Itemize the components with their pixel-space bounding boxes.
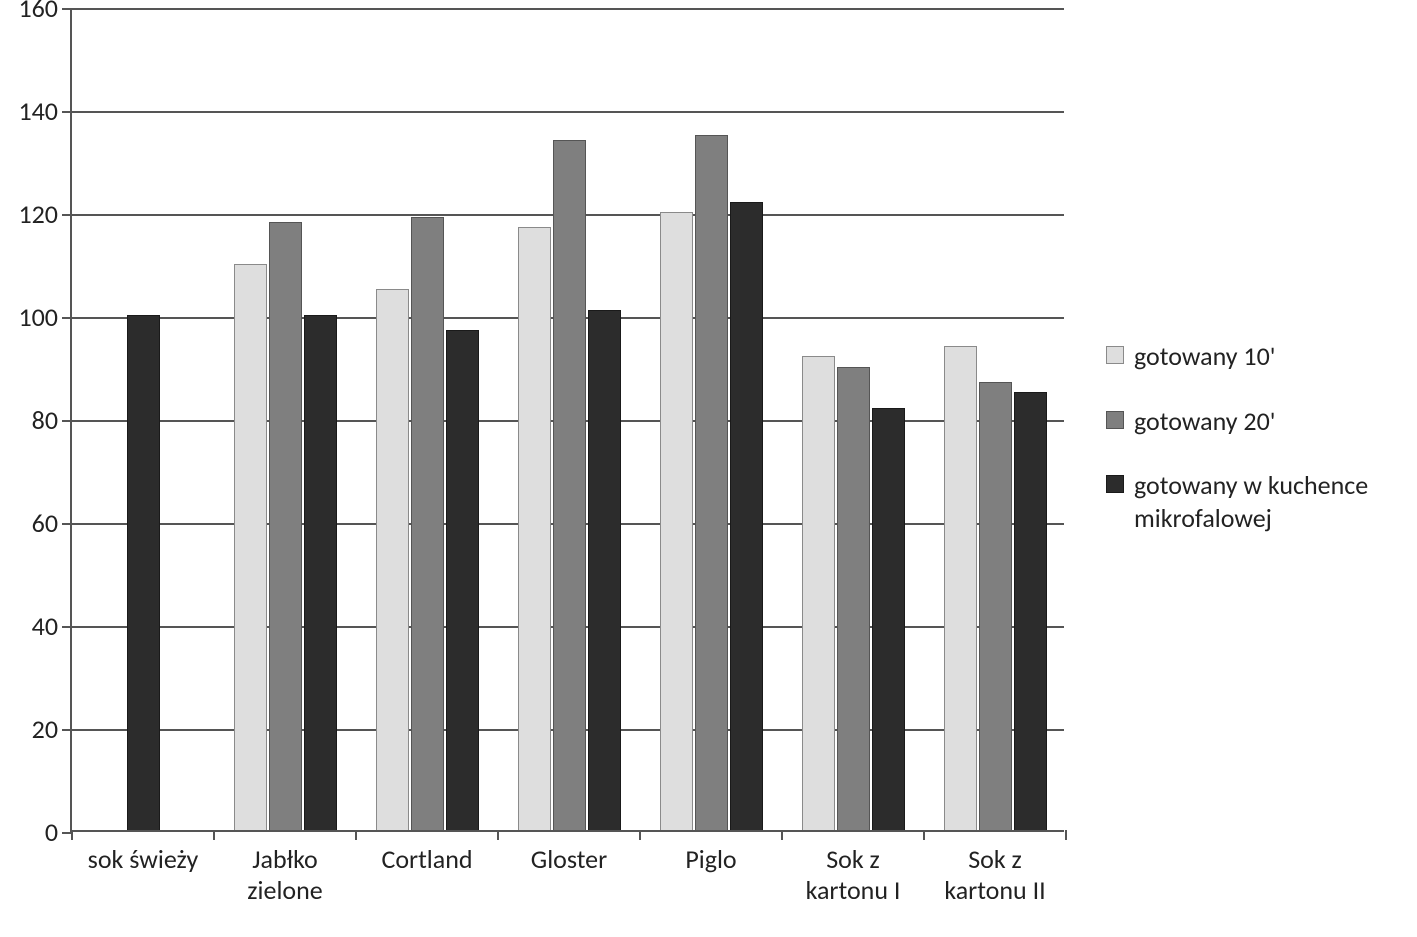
bar-sok_kartonu_1-g20	[837, 367, 870, 831]
y-tick-mark	[62, 214, 72, 216]
legend-item-g10: gotowany 10'	[1106, 340, 1396, 373]
bar-gloster-micro	[588, 310, 621, 830]
x-category-label: Sok zkartonu II	[924, 844, 1066, 906]
y-tick-mark	[62, 420, 72, 422]
y-tick-mark	[62, 626, 72, 628]
legend-item-g20: gotowany 20'	[1106, 405, 1396, 438]
bar-piglo-g20	[695, 135, 728, 830]
bar-chart: 0 20 40 60 80 100 120 140 160 sok świeżyJabłkozie…	[0, 0, 1417, 937]
bar-cortland-g10	[376, 289, 409, 830]
y-tick-label: 100	[18, 301, 58, 333]
plot-area: 020406080100120140160sok świeżyJabłkozie…	[70, 8, 1064, 832]
bar-piglo-micro	[730, 202, 763, 830]
bar-jablko_zielone-g20	[269, 222, 302, 830]
y-tick-label: 140	[18, 95, 58, 127]
gridline	[72, 8, 1064, 10]
y-tick-label: 60	[32, 507, 58, 539]
y-tick-label: 160	[18, 0, 58, 24]
y-tick-label: 120	[18, 198, 58, 230]
bar-sok_kartonu_2-micro	[1014, 392, 1047, 830]
y-tick-label: 40	[32, 610, 58, 642]
legend: gotowany 10' gotowany 20' gotowany w kuche…	[1106, 340, 1396, 566]
y-tick-label: 0	[45, 816, 58, 848]
x-category-label: Sok zkartonu I	[782, 844, 924, 906]
bar-jablko_zielone-g10	[234, 264, 267, 831]
legend-swatch	[1106, 411, 1124, 429]
legend-label: gotowany w kuchence mikrofalowej	[1134, 469, 1392, 534]
bar-gloster-g10	[518, 227, 551, 830]
x-category-label: Piglo	[640, 844, 782, 875]
bar-sok_kartonu_2-g10	[944, 346, 977, 830]
legend-swatch	[1106, 346, 1124, 364]
legend-label: gotowany 10'	[1134, 340, 1276, 373]
y-tick-mark	[62, 523, 72, 525]
y-tick-label: 20	[32, 713, 58, 745]
legend-item-micro: gotowany w kuchence mikrofalowej	[1106, 469, 1396, 534]
y-tick-mark	[62, 111, 72, 113]
x-tick-mark	[355, 830, 357, 840]
x-category-label: sok świeży	[72, 844, 214, 875]
bar-sok_swiezy-micro	[127, 315, 160, 830]
legend-label: gotowany 20'	[1134, 405, 1276, 438]
x-tick-mark	[1065, 830, 1067, 840]
x-tick-mark	[639, 830, 641, 840]
bar-sok_kartonu_1-g10	[802, 356, 835, 830]
y-tick-label: 80	[32, 404, 58, 436]
x-tick-mark	[781, 830, 783, 840]
x-tick-mark	[923, 830, 925, 840]
bar-cortland-g20	[411, 217, 444, 830]
y-tick-mark	[62, 729, 72, 731]
y-tick-mark	[62, 317, 72, 319]
legend-swatch	[1106, 475, 1124, 493]
bar-sok_kartonu_2-g20	[979, 382, 1012, 830]
bar-gloster-g20	[553, 140, 586, 830]
x-category-label: Jabłkozielone	[214, 844, 356, 906]
bar-cortland-micro	[446, 330, 479, 830]
x-category-label: Gloster	[498, 844, 640, 875]
gridline	[72, 111, 1064, 113]
bar-sok_kartonu_1-micro	[872, 408, 905, 830]
bar-jablko_zielone-micro	[304, 315, 337, 830]
bar-piglo-g10	[660, 212, 693, 830]
x-tick-mark	[71, 830, 73, 840]
x-tick-mark	[497, 830, 499, 840]
x-tick-mark	[213, 830, 215, 840]
y-tick-mark	[62, 8, 72, 10]
x-category-label: Cortland	[356, 844, 498, 875]
